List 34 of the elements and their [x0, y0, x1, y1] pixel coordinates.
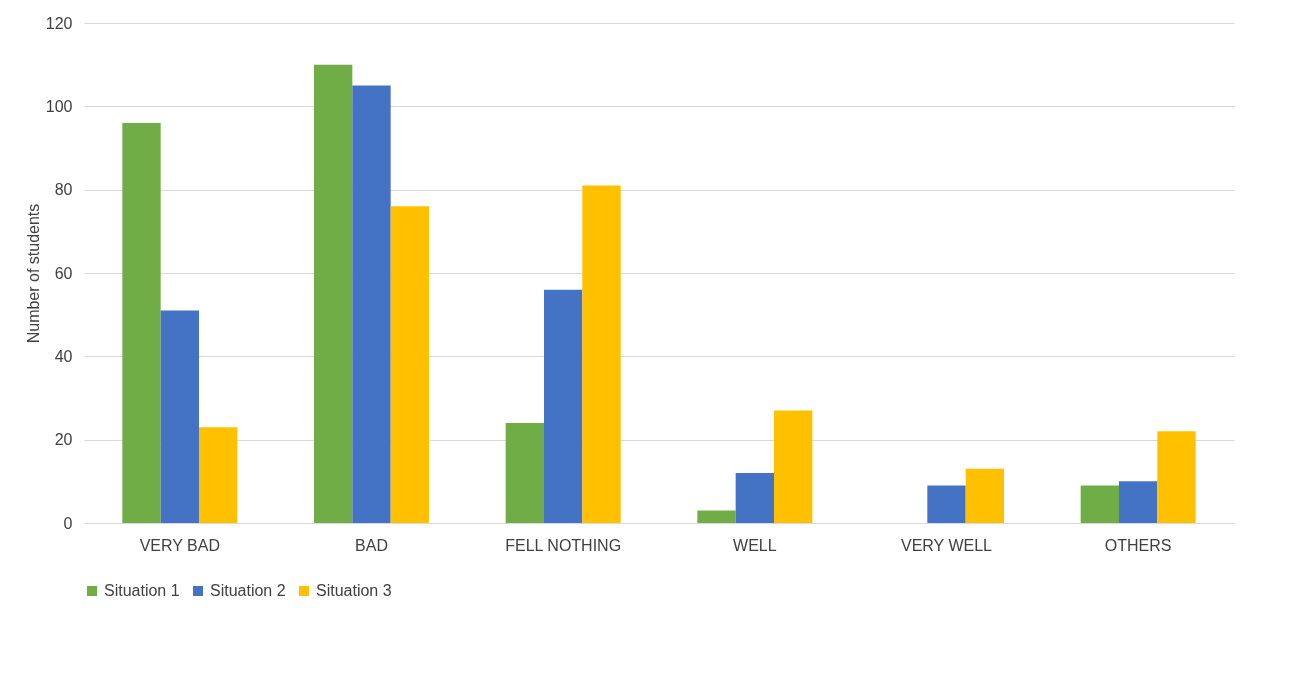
y-tick-label: 0 — [63, 514, 73, 532]
bar — [160, 310, 199, 523]
y-tick-label: 120 — [45, 14, 73, 32]
bar — [697, 510, 736, 523]
bar — [582, 185, 621, 523]
bar — [352, 85, 391, 523]
bar — [314, 64, 353, 523]
legend-label: Situation 1 — [104, 582, 180, 599]
bar — [122, 123, 161, 523]
y-tick-label: 20 — [54, 431, 73, 449]
x-tick-label: OTHERS — [1104, 536, 1172, 554]
x-tick-label: BAD — [355, 536, 388, 554]
x-tick-label: WELL — [733, 536, 777, 554]
bar — [735, 473, 774, 523]
y-tick-label: 80 — [54, 181, 73, 199]
bar — [505, 423, 544, 523]
bar — [774, 410, 813, 523]
y-tick-label: 100 — [45, 97, 73, 115]
x-tick-label: FELL NOTHING — [505, 536, 622, 554]
y-tick-label: 60 — [54, 264, 73, 282]
y-tick-label: 40 — [54, 347, 73, 365]
bar — [199, 427, 238, 523]
bar — [927, 485, 966, 523]
bar — [1157, 431, 1196, 523]
legend-label: Situation 3 — [316, 582, 392, 599]
bar — [1080, 485, 1119, 523]
x-tick-label: VERY BAD — [139, 536, 221, 554]
bar — [390, 206, 429, 523]
legend-label: Situation 2 — [210, 582, 286, 599]
bar — [965, 468, 1004, 523]
bar — [1119, 481, 1158, 523]
x-tick-label: VERY WELL — [900, 536, 993, 554]
bar — [544, 289, 583, 523]
y-axis-title: Number of students — [24, 203, 42, 344]
